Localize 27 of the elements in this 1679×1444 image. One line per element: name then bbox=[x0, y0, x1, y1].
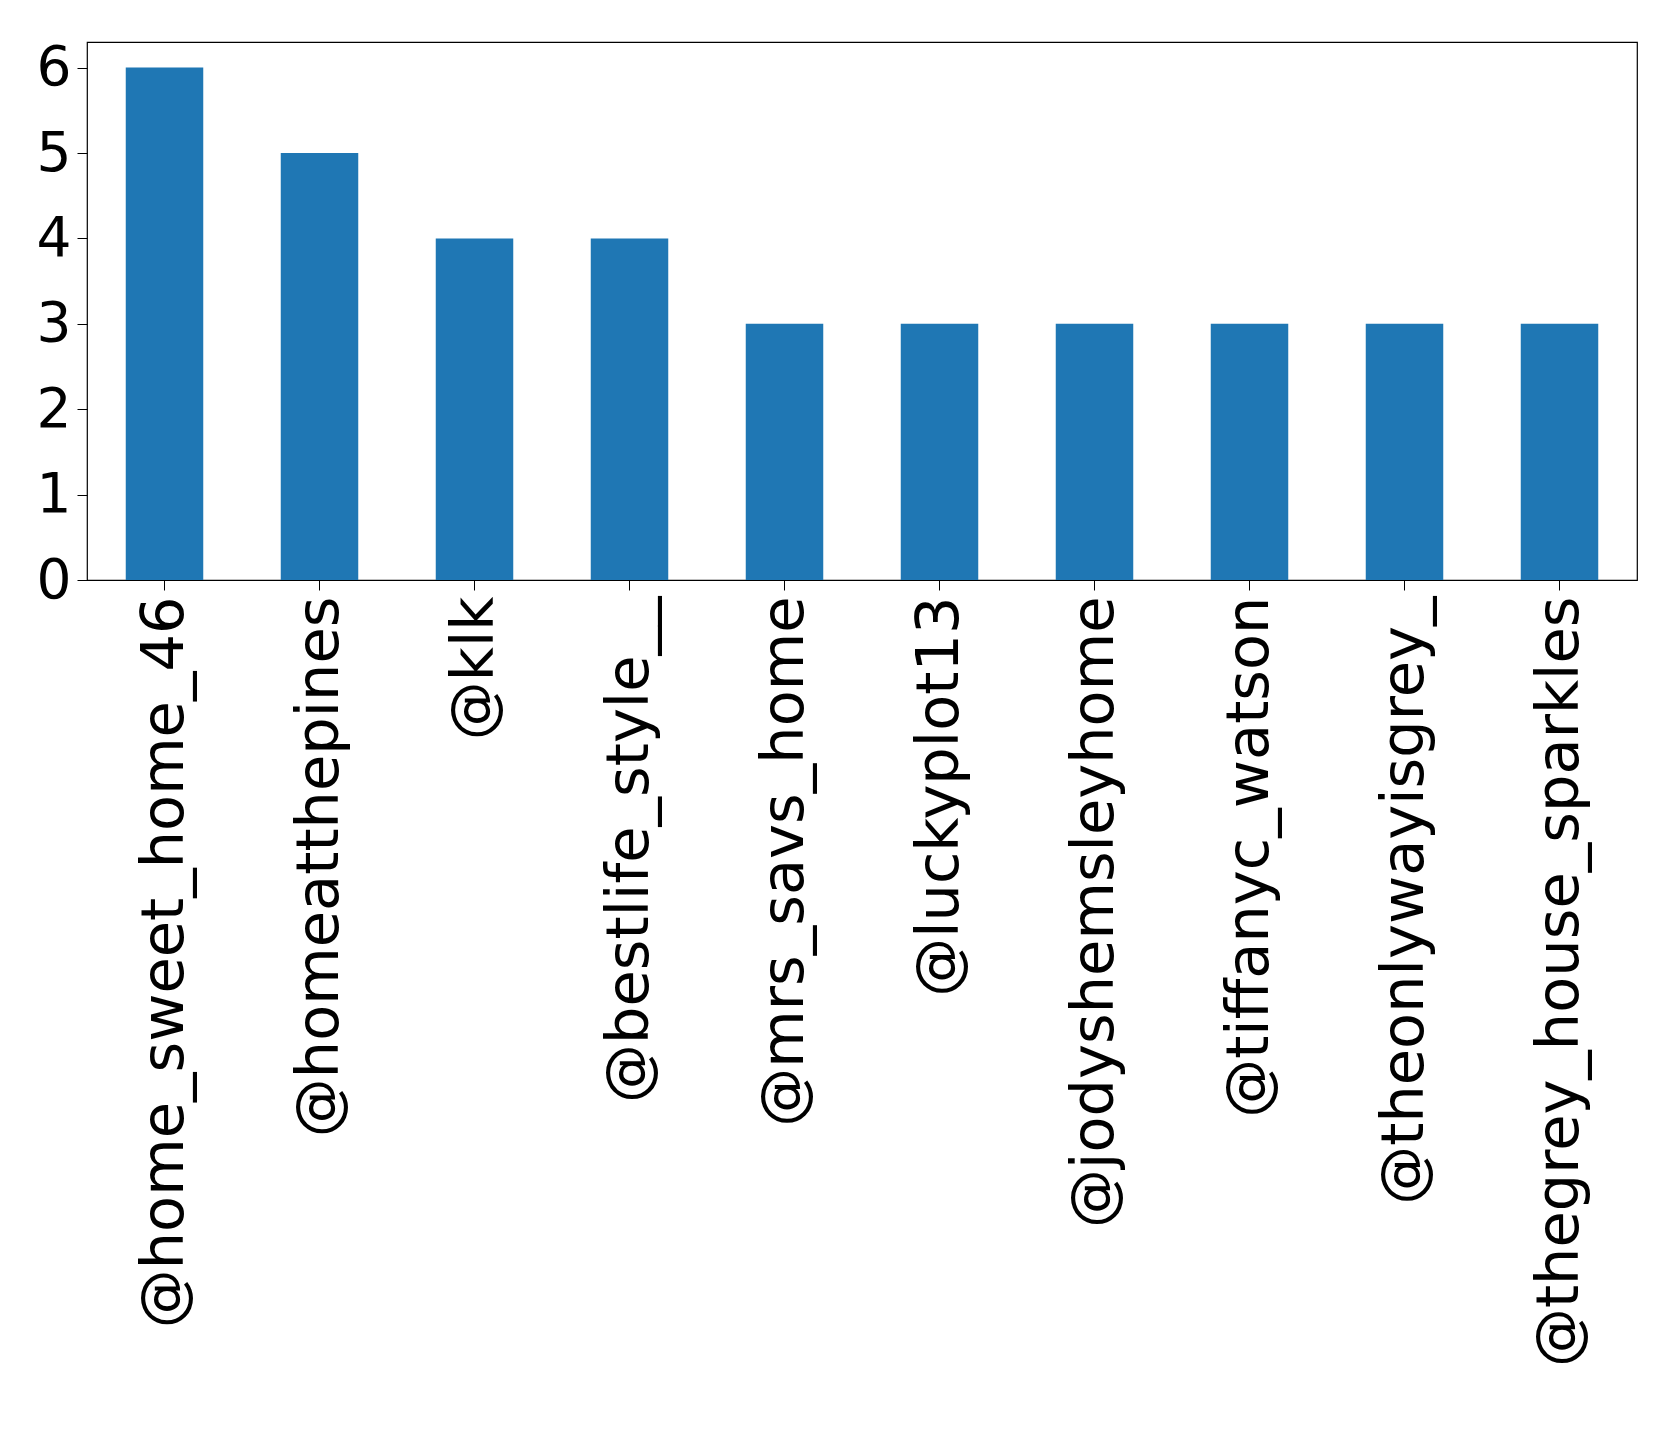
y-tick-label: 6 bbox=[36, 34, 72, 99]
x-tick-label: @homeatthepines bbox=[282, 596, 352, 1138]
x-tick-label: @thegrey_house_sparkles bbox=[1522, 596, 1592, 1368]
y-tick-label: 4 bbox=[36, 204, 72, 269]
bar bbox=[280, 153, 359, 580]
bar bbox=[1210, 323, 1289, 580]
y-tick-label: 1 bbox=[36, 461, 72, 526]
x-tick-label: @home_sweet_home_46 bbox=[127, 596, 197, 1329]
x-tick-label: @theonlywayisgrey_ bbox=[1367, 595, 1437, 1205]
y-tick-label: 0 bbox=[36, 546, 72, 611]
bar bbox=[125, 67, 204, 580]
y-tick-label: 2 bbox=[36, 375, 72, 440]
bar bbox=[1520, 323, 1599, 580]
bar bbox=[435, 238, 514, 580]
x-tick-label: @klk bbox=[437, 596, 507, 741]
x-tick-label: @mrs_savs_home bbox=[747, 596, 817, 1127]
bar bbox=[745, 323, 824, 580]
bar bbox=[900, 323, 979, 580]
bar bbox=[1055, 323, 1134, 580]
bar bbox=[1365, 323, 1444, 580]
y-tick-label: 3 bbox=[36, 290, 72, 355]
x-tick-label: @jodyshemsleyhome bbox=[1057, 596, 1127, 1228]
x-tick-label: @bestlife_style__ bbox=[592, 595, 662, 1103]
y-tick-label: 5 bbox=[36, 119, 72, 184]
x-tick-label: @luckyplot13 bbox=[902, 596, 972, 997]
bar bbox=[590, 238, 669, 580]
x-tick-label: @tiffanyc_watson bbox=[1212, 596, 1282, 1118]
